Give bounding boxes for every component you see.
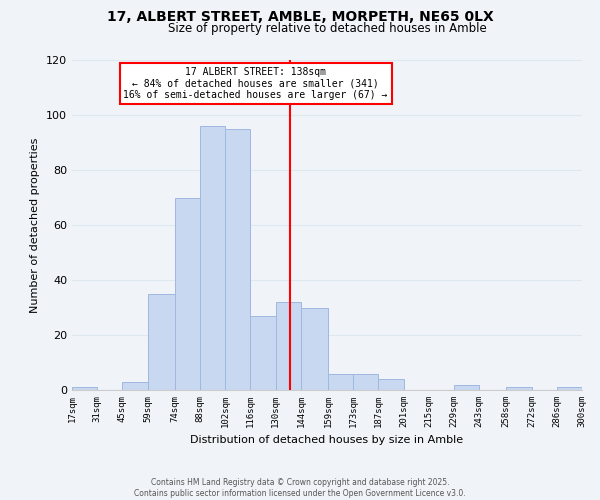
Bar bbox=[72, 387, 97, 390]
Bar bbox=[353, 374, 379, 390]
Y-axis label: Number of detached properties: Number of detached properties bbox=[31, 138, 40, 312]
Title: Size of property relative to detached houses in Amble: Size of property relative to detached ho… bbox=[167, 22, 487, 35]
Bar bbox=[328, 374, 353, 390]
Bar bbox=[148, 294, 175, 390]
Bar bbox=[301, 308, 328, 390]
Text: 17 ALBERT STREET: 138sqm
← 84% of detached houses are smaller (341)
16% of semi-: 17 ALBERT STREET: 138sqm ← 84% of detach… bbox=[124, 66, 388, 100]
X-axis label: Distribution of detached houses by size in Amble: Distribution of detached houses by size … bbox=[190, 436, 464, 446]
Bar bbox=[275, 302, 301, 390]
Bar bbox=[454, 384, 479, 390]
Bar bbox=[250, 316, 275, 390]
Bar bbox=[122, 382, 148, 390]
Bar bbox=[225, 128, 250, 390]
Text: Contains HM Land Registry data © Crown copyright and database right 2025.
Contai: Contains HM Land Registry data © Crown c… bbox=[134, 478, 466, 498]
Text: 17, ALBERT STREET, AMBLE, MORPETH, NE65 0LX: 17, ALBERT STREET, AMBLE, MORPETH, NE65 … bbox=[107, 10, 493, 24]
Bar bbox=[200, 126, 225, 390]
Bar bbox=[175, 198, 200, 390]
Bar bbox=[506, 387, 532, 390]
Bar bbox=[379, 379, 404, 390]
Bar bbox=[557, 387, 582, 390]
